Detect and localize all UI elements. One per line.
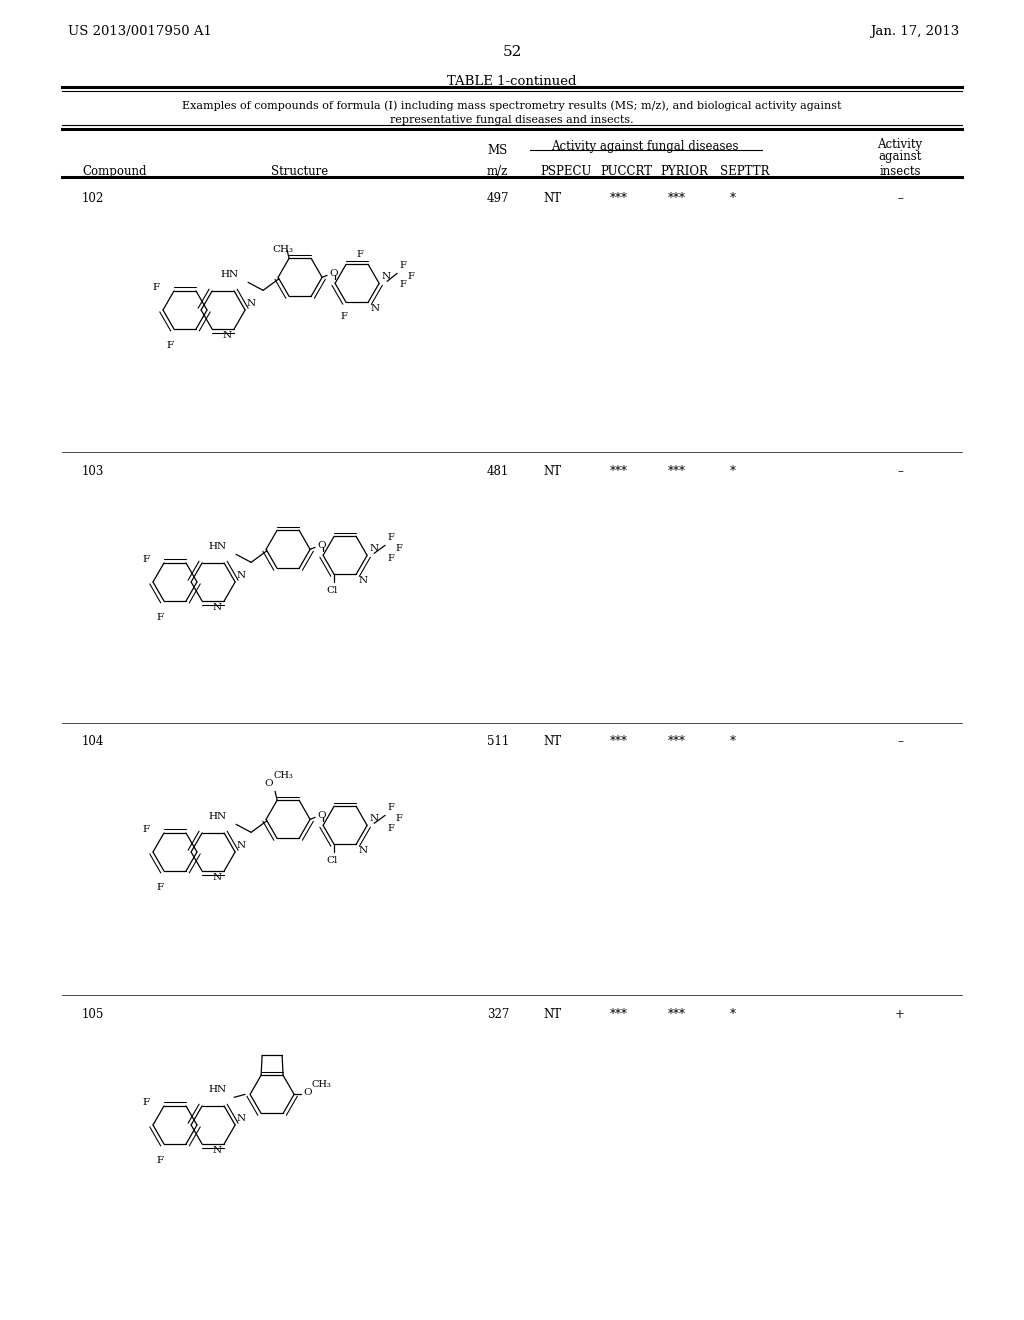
Text: HN: HN — [220, 271, 239, 280]
Text: F: F — [356, 251, 364, 259]
Text: US 2013/0017950 A1: US 2013/0017950 A1 — [68, 25, 212, 38]
Text: N: N — [369, 544, 378, 553]
Text: N: N — [237, 572, 245, 579]
Text: *: * — [730, 735, 736, 748]
Text: O: O — [265, 779, 273, 788]
Text: 481: 481 — [487, 465, 509, 478]
Text: HN: HN — [208, 1085, 226, 1094]
Text: ***: *** — [610, 465, 628, 478]
Text: SEPTTR: SEPTTR — [720, 165, 769, 178]
Text: F: F — [387, 825, 394, 833]
Text: Activity: Activity — [878, 139, 923, 150]
Text: –: – — [897, 465, 903, 478]
Text: N: N — [381, 272, 390, 281]
Text: N: N — [358, 846, 368, 855]
Text: ***: *** — [610, 1008, 628, 1020]
Text: CH₃: CH₃ — [273, 771, 293, 780]
Text: *: * — [730, 1008, 736, 1020]
Text: ***: *** — [668, 465, 686, 478]
Text: N: N — [213, 603, 222, 612]
Text: F: F — [143, 556, 150, 565]
Text: N: N — [246, 300, 255, 308]
Text: HN: HN — [208, 812, 226, 821]
Text: F: F — [399, 280, 406, 289]
Text: O: O — [303, 1088, 311, 1097]
Text: PSPECU: PSPECU — [540, 165, 592, 178]
Text: NT: NT — [543, 465, 561, 478]
Text: F: F — [387, 804, 394, 812]
Text: Structure: Structure — [271, 165, 329, 178]
Text: NT: NT — [543, 1008, 561, 1020]
Text: F: F — [157, 612, 164, 622]
Text: NT: NT — [543, 191, 561, 205]
Text: F: F — [157, 883, 164, 892]
Text: 105: 105 — [82, 1008, 104, 1020]
Text: Activity against fungal diseases: Activity against fungal diseases — [551, 140, 738, 153]
Text: –: – — [897, 735, 903, 748]
Text: 103: 103 — [82, 465, 104, 478]
Text: MS: MS — [487, 144, 507, 157]
Text: F: F — [387, 533, 394, 543]
Text: F: F — [167, 341, 173, 350]
Text: Jan. 17, 2013: Jan. 17, 2013 — [870, 25, 959, 38]
Text: N: N — [237, 841, 245, 850]
Text: O: O — [329, 269, 338, 277]
Text: N: N — [370, 305, 379, 313]
Text: Compound: Compound — [82, 165, 146, 178]
Text: 497: 497 — [487, 191, 510, 205]
Text: Cl: Cl — [327, 857, 338, 866]
Text: N: N — [358, 577, 368, 585]
Text: –: – — [897, 191, 903, 205]
Text: N: N — [369, 814, 378, 824]
Text: F: F — [153, 284, 160, 293]
Text: 104: 104 — [82, 735, 104, 748]
Text: F: F — [157, 1156, 164, 1166]
Text: 327: 327 — [487, 1008, 509, 1020]
Text: O: O — [317, 810, 326, 820]
Text: 511: 511 — [487, 735, 509, 748]
Text: F: F — [395, 814, 402, 822]
Text: ***: *** — [610, 735, 628, 748]
Text: *: * — [730, 191, 736, 205]
Text: 102: 102 — [82, 191, 104, 205]
Text: F: F — [143, 825, 150, 834]
Text: O: O — [317, 541, 326, 550]
Text: F: F — [387, 554, 394, 564]
Text: ***: *** — [610, 191, 628, 205]
Text: ***: *** — [668, 735, 686, 748]
Text: PYRIOR: PYRIOR — [660, 165, 708, 178]
Text: N: N — [237, 1114, 245, 1123]
Text: m/z: m/z — [487, 165, 508, 178]
Text: insects: insects — [880, 165, 921, 178]
Text: Examples of compounds of formula (I) including mass spectrometry results (MS; m/: Examples of compounds of formula (I) inc… — [182, 100, 842, 111]
Text: F: F — [341, 313, 347, 321]
Text: HN: HN — [208, 543, 226, 552]
Text: N: N — [213, 1146, 222, 1155]
Text: PUCCRT: PUCCRT — [600, 165, 652, 178]
Text: *: * — [730, 465, 736, 478]
Text: ***: *** — [668, 1008, 686, 1020]
Text: 52: 52 — [503, 45, 521, 59]
Text: representative fungal diseases and insects.: representative fungal diseases and insec… — [390, 115, 634, 125]
Text: N: N — [223, 331, 232, 341]
Text: F: F — [399, 261, 406, 271]
Text: F: F — [408, 272, 414, 281]
Text: CH₃: CH₃ — [272, 246, 294, 255]
Text: TABLE 1-continued: TABLE 1-continued — [447, 75, 577, 88]
Text: NT: NT — [543, 735, 561, 748]
Text: +: + — [895, 1008, 905, 1020]
Text: ***: *** — [668, 191, 686, 205]
Text: F: F — [395, 544, 402, 553]
Text: against: against — [879, 150, 922, 162]
Text: F: F — [143, 1098, 150, 1107]
Text: CH₃: CH₃ — [311, 1080, 331, 1089]
Text: Cl: Cl — [327, 586, 338, 595]
Text: N: N — [213, 873, 222, 882]
